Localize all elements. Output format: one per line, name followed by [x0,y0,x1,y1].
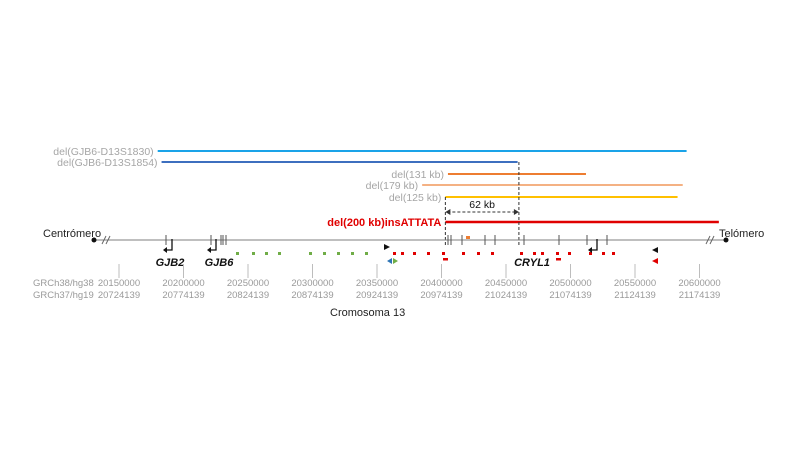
span-annotation: 62 kb [444,162,520,246]
gene-labels: GJB2 GJB6 CRYL1 [156,239,598,269]
deletion-label: del(131 kb) [391,169,444,181]
marker-red [612,252,615,255]
marker-red [602,252,605,255]
scale-label-hg38: 20250000 [227,278,269,289]
scale-label-hg19: 21024139 [485,290,527,301]
marker-red [462,252,465,255]
scale-label-hg38: 20500000 [549,278,591,289]
deletion-bars: del(GJB6-D13S1830)del(GJB6-D13S1854) del(… [53,146,719,229]
marker-green [323,252,326,255]
marker-red [393,252,396,255]
span-arrowhead-left [445,209,451,215]
gene-label: GJB6 [205,257,235,269]
marker-green [309,252,312,255]
telomere-label: Telómero [719,228,764,240]
marker-red [541,252,544,255]
span-arrowhead-right [513,209,519,215]
marker-green [265,252,268,255]
marker-green [278,252,281,255]
scale-label-hg38: 20350000 [356,278,398,289]
marker-red [413,252,416,255]
scale-label-hg38: 20200000 [162,278,204,289]
marker-green [337,252,340,255]
centromere-label: Centrómero [43,228,101,240]
gene-label: CRYL1 [514,257,550,269]
scale-label-hg38: 20400000 [420,278,462,289]
deletion-label: del(200 kb)insATTATA [327,217,441,229]
scale-label-hg38: 20600000 [678,278,720,289]
marker-green [252,252,255,255]
transcription-start-arrow [209,239,217,251]
marker-red [401,252,404,255]
transcription-start-arrowhead [163,247,167,253]
marker-red [443,258,448,261]
marker-green [365,252,368,255]
assembly-label-hg19: GRCh37/hg19 [33,290,94,301]
marker-red [491,252,494,255]
scale-label-hg38: 20300000 [291,278,333,289]
marker-red [533,252,536,255]
forward-arrow [384,244,390,250]
scale-label-hg19: 20824139 [227,290,269,301]
marker-red [520,252,523,255]
reverse-arrow [652,247,658,253]
deletion-label: del(179 kb) [366,180,419,192]
telomere-dot [723,237,729,243]
primer-arrow-green [393,258,398,264]
transcription-start-arrowhead [588,247,592,253]
transcription-start-arrow [590,239,598,251]
marker-red [556,258,561,261]
scale-label-hg38: 20150000 [98,278,140,289]
scale-label-hg19: 20724139 [98,290,140,301]
marker-red [556,252,559,255]
axis-break-mark [105,235,111,245]
transcription-start-arrow [165,239,173,251]
axis-break-mark [709,235,715,245]
scale-label-hg19: 20774139 [162,290,204,301]
marker-red [477,252,480,255]
marker-green [236,252,239,255]
scale-label-hg19: 21124139 [614,290,656,301]
scale-label-hg38: 20550000 [614,278,656,289]
marker-red [442,252,445,255]
axis-break-mark [101,235,107,245]
deletion-label: del(GJB6-D13S1854) [57,157,157,169]
scale-label-hg19: 20924139 [356,290,398,301]
chromosome-axis [91,235,729,245]
deletion-label: del(125 kb) [389,192,442,204]
axis-break-mark [705,235,711,245]
transcription-start-arrowhead [207,247,211,253]
reverse-arrow-red [652,258,658,264]
marker-red [568,252,571,255]
scale-label-hg19: 20974139 [420,290,462,301]
marker-green [351,252,354,255]
marker-red [427,252,430,255]
primer-arrow-blue [387,258,392,264]
deletion-label: del(GJB6-D13S1830) [53,146,153,158]
scale-label-hg19: 20874139 [291,290,333,301]
centromere-dot [91,237,97,243]
assembly-label-hg38: GRCh38/hg38 [33,278,94,289]
feature-markers [236,236,658,264]
chromosome-caption: Cromosoma 13 [330,307,405,319]
scale-label-hg38: 20450000 [485,278,527,289]
span-label: 62 kb [469,199,495,211]
marker-red [589,252,592,255]
gene-label: GJB2 [156,257,185,269]
marker-orange [466,236,470,239]
scale-label-hg19: 21174139 [679,290,721,301]
scale-label-hg19: 21074139 [549,290,591,301]
